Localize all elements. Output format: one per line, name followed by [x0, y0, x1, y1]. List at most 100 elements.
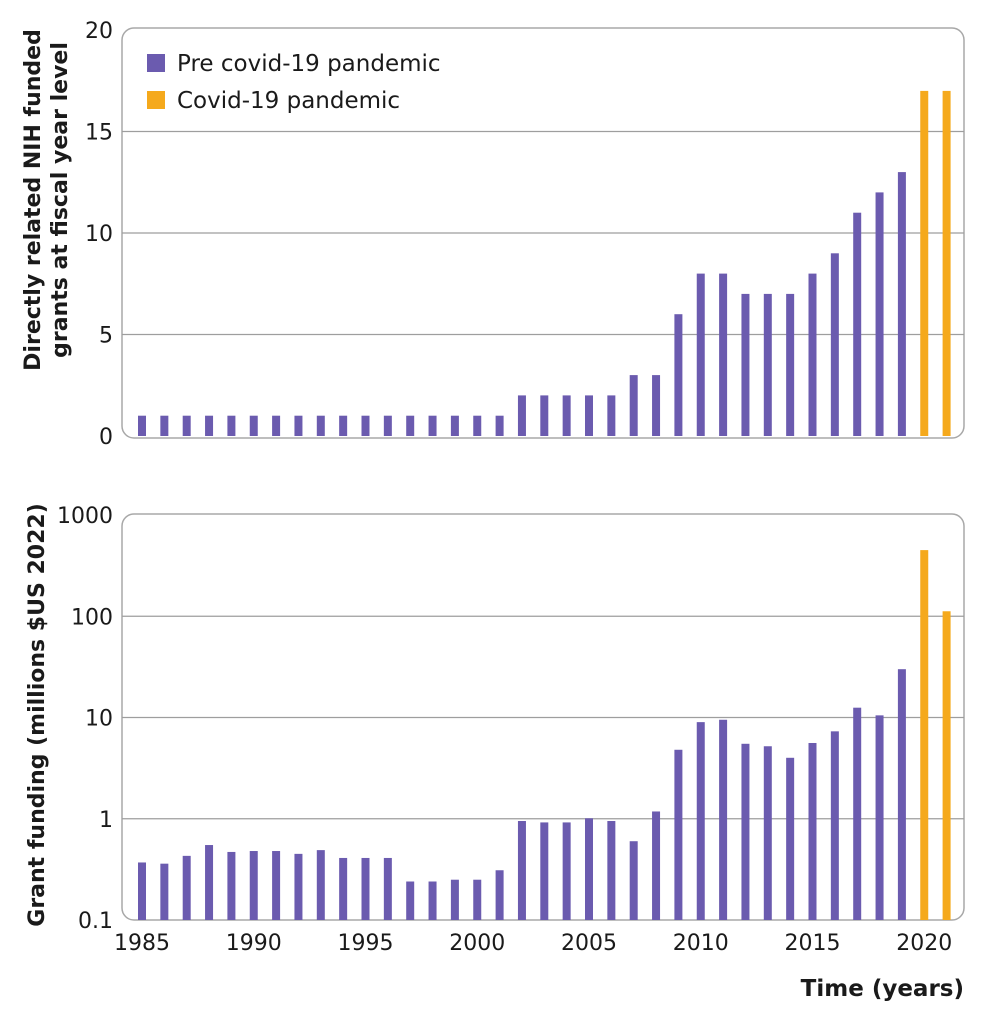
top-y-axis-label: Directly related NIH funded grants at fi… — [21, 29, 73, 371]
bottom-bar-1998 — [429, 882, 437, 920]
bottom-panel-bars — [138, 550, 951, 920]
top-bar-2000 — [473, 416, 481, 436]
x-tick-label-1995: 1995 — [338, 931, 394, 956]
top-bar-1990 — [250, 416, 258, 436]
bottom-bar-2006 — [607, 821, 615, 920]
top-bar-2017 — [853, 213, 861, 436]
bottom-bar-2005 — [585, 818, 593, 920]
top-bar-2010 — [697, 274, 705, 436]
bottom-bar-1995 — [362, 858, 370, 920]
x-tick-label-2020: 2020 — [896, 931, 952, 956]
top-bar-2007 — [630, 375, 638, 436]
top-bar-2003 — [540, 395, 548, 436]
top-bar-1998 — [429, 416, 437, 436]
bottom-bar-2001 — [496, 870, 504, 920]
bottom-bar-2017 — [853, 708, 861, 920]
top-y-tick-label: 10 — [85, 222, 113, 247]
top-y-axis-label-line1: Directly related NIH funded — [21, 29, 46, 371]
top-bar-1993 — [317, 416, 325, 436]
bottom-bar-2016 — [831, 731, 839, 920]
bottom-bar-1997 — [406, 882, 414, 920]
x-tick-label-1985: 1985 — [114, 931, 170, 956]
bottom-y-tick-label: 100 — [71, 605, 113, 630]
bottom-bar-1988 — [205, 845, 213, 920]
bottom-bar-2011 — [719, 720, 727, 920]
bottom-bar-2008 — [652, 811, 660, 920]
bottom-bar-2010 — [697, 722, 705, 920]
top-bar-2014 — [786, 294, 794, 436]
top-bar-1996 — [384, 416, 392, 436]
top-y-axis-label-line2: grants at fiscal year level — [48, 42, 73, 358]
top-bar-2021 — [943, 91, 951, 436]
top-bar-1989 — [227, 416, 235, 436]
top-bar-1988 — [205, 416, 213, 436]
top-bar-2019 — [898, 172, 906, 436]
x-tick-label-1990: 1990 — [226, 931, 282, 956]
top-bar-1994 — [339, 416, 347, 436]
top-bar-1997 — [406, 416, 414, 436]
top-bar-2005 — [585, 395, 593, 436]
top-y-tick-label: 0 — [99, 425, 113, 450]
top-bar-1995 — [362, 416, 370, 436]
bottom-bar-1993 — [317, 850, 325, 920]
bottom-bar-1999 — [451, 880, 459, 920]
bottom-bar-2018 — [876, 715, 884, 920]
bottom-bar-2014 — [786, 758, 794, 920]
top-bar-1987 — [183, 416, 191, 436]
top-y-tick-label: 15 — [85, 121, 113, 146]
bottom-bar-1986 — [160, 864, 168, 920]
bottom-bar-1989 — [227, 852, 235, 920]
bottom-y-tick-label: 1 — [99, 808, 113, 833]
bottom-bar-2019 — [898, 669, 906, 920]
bottom-bar-2013 — [764, 746, 772, 920]
top-bar-2008 — [652, 375, 660, 436]
x-tick-label-2010: 2010 — [673, 931, 729, 956]
bottom-bar-2002 — [518, 821, 526, 920]
x-axis-label: Time (years) — [801, 976, 964, 1002]
bottom-y-tick-label: 1000 — [57, 504, 113, 529]
bottom-bar-1994 — [339, 858, 347, 920]
top-panel-y-ticks: 0 5 10 15 20 — [85, 19, 113, 450]
bottom-bar-2021 — [943, 611, 951, 920]
top-bar-2002 — [518, 395, 526, 436]
top-bar-2015 — [809, 274, 817, 436]
legend: Pre covid-19 pandemic Covid-19 pandemic — [147, 51, 441, 114]
legend-swatch-pre-covid — [147, 54, 165, 72]
top-bar-2018 — [876, 192, 884, 436]
top-bar-2004 — [563, 395, 571, 436]
bottom-bar-1991 — [272, 851, 280, 920]
bottom-bar-2004 — [563, 822, 571, 920]
figure: 0 5 10 15 20 Pre covid-19 pandemic Covid-19 … — [0, 0, 986, 1011]
top-bar-2020 — [920, 91, 928, 436]
bottom-bar-2003 — [540, 822, 548, 920]
bottom-bar-2015 — [809, 743, 817, 920]
bottom-y-axis-label: Grant funding (millions $US 2022) — [25, 503, 50, 926]
x-tick-label-2015: 2015 — [785, 931, 841, 956]
x-tick-label-2005: 2005 — [561, 931, 617, 956]
bottom-bar-2007 — [630, 841, 638, 920]
bottom-bar-2000 — [473, 880, 481, 920]
x-tick-label-2000: 2000 — [449, 931, 505, 956]
legend-label-pre-covid: Pre covid-19 pandemic — [177, 51, 441, 77]
top-bar-2009 — [674, 314, 682, 436]
bottom-bar-1985 — [138, 862, 146, 920]
top-bar-1986 — [160, 416, 168, 436]
top-y-tick-label: 5 — [99, 324, 113, 349]
top-panel-bars — [138, 91, 951, 436]
top-bar-2013 — [764, 294, 772, 436]
top-bar-1985 — [138, 416, 146, 436]
top-bar-2012 — [741, 294, 749, 436]
top-bar-2016 — [831, 253, 839, 436]
bottom-bar-1990 — [250, 851, 258, 920]
bottom-y-tick-label: 10 — [85, 707, 113, 732]
top-bar-2011 — [719, 274, 727, 436]
legend-label-covid: Covid-19 pandemic — [177, 88, 400, 114]
bottom-bar-2020 — [920, 550, 928, 920]
bottom-bar-1992 — [294, 854, 302, 920]
bottom-bar-2009 — [674, 750, 682, 920]
top-bar-1991 — [272, 416, 280, 436]
top-y-tick-label: 20 — [85, 19, 113, 44]
top-bar-2006 — [607, 395, 615, 436]
bottom-bar-1996 — [384, 858, 392, 920]
bottom-panel-y-ticks: 0.1 1 10 100 1000 — [57, 504, 113, 934]
